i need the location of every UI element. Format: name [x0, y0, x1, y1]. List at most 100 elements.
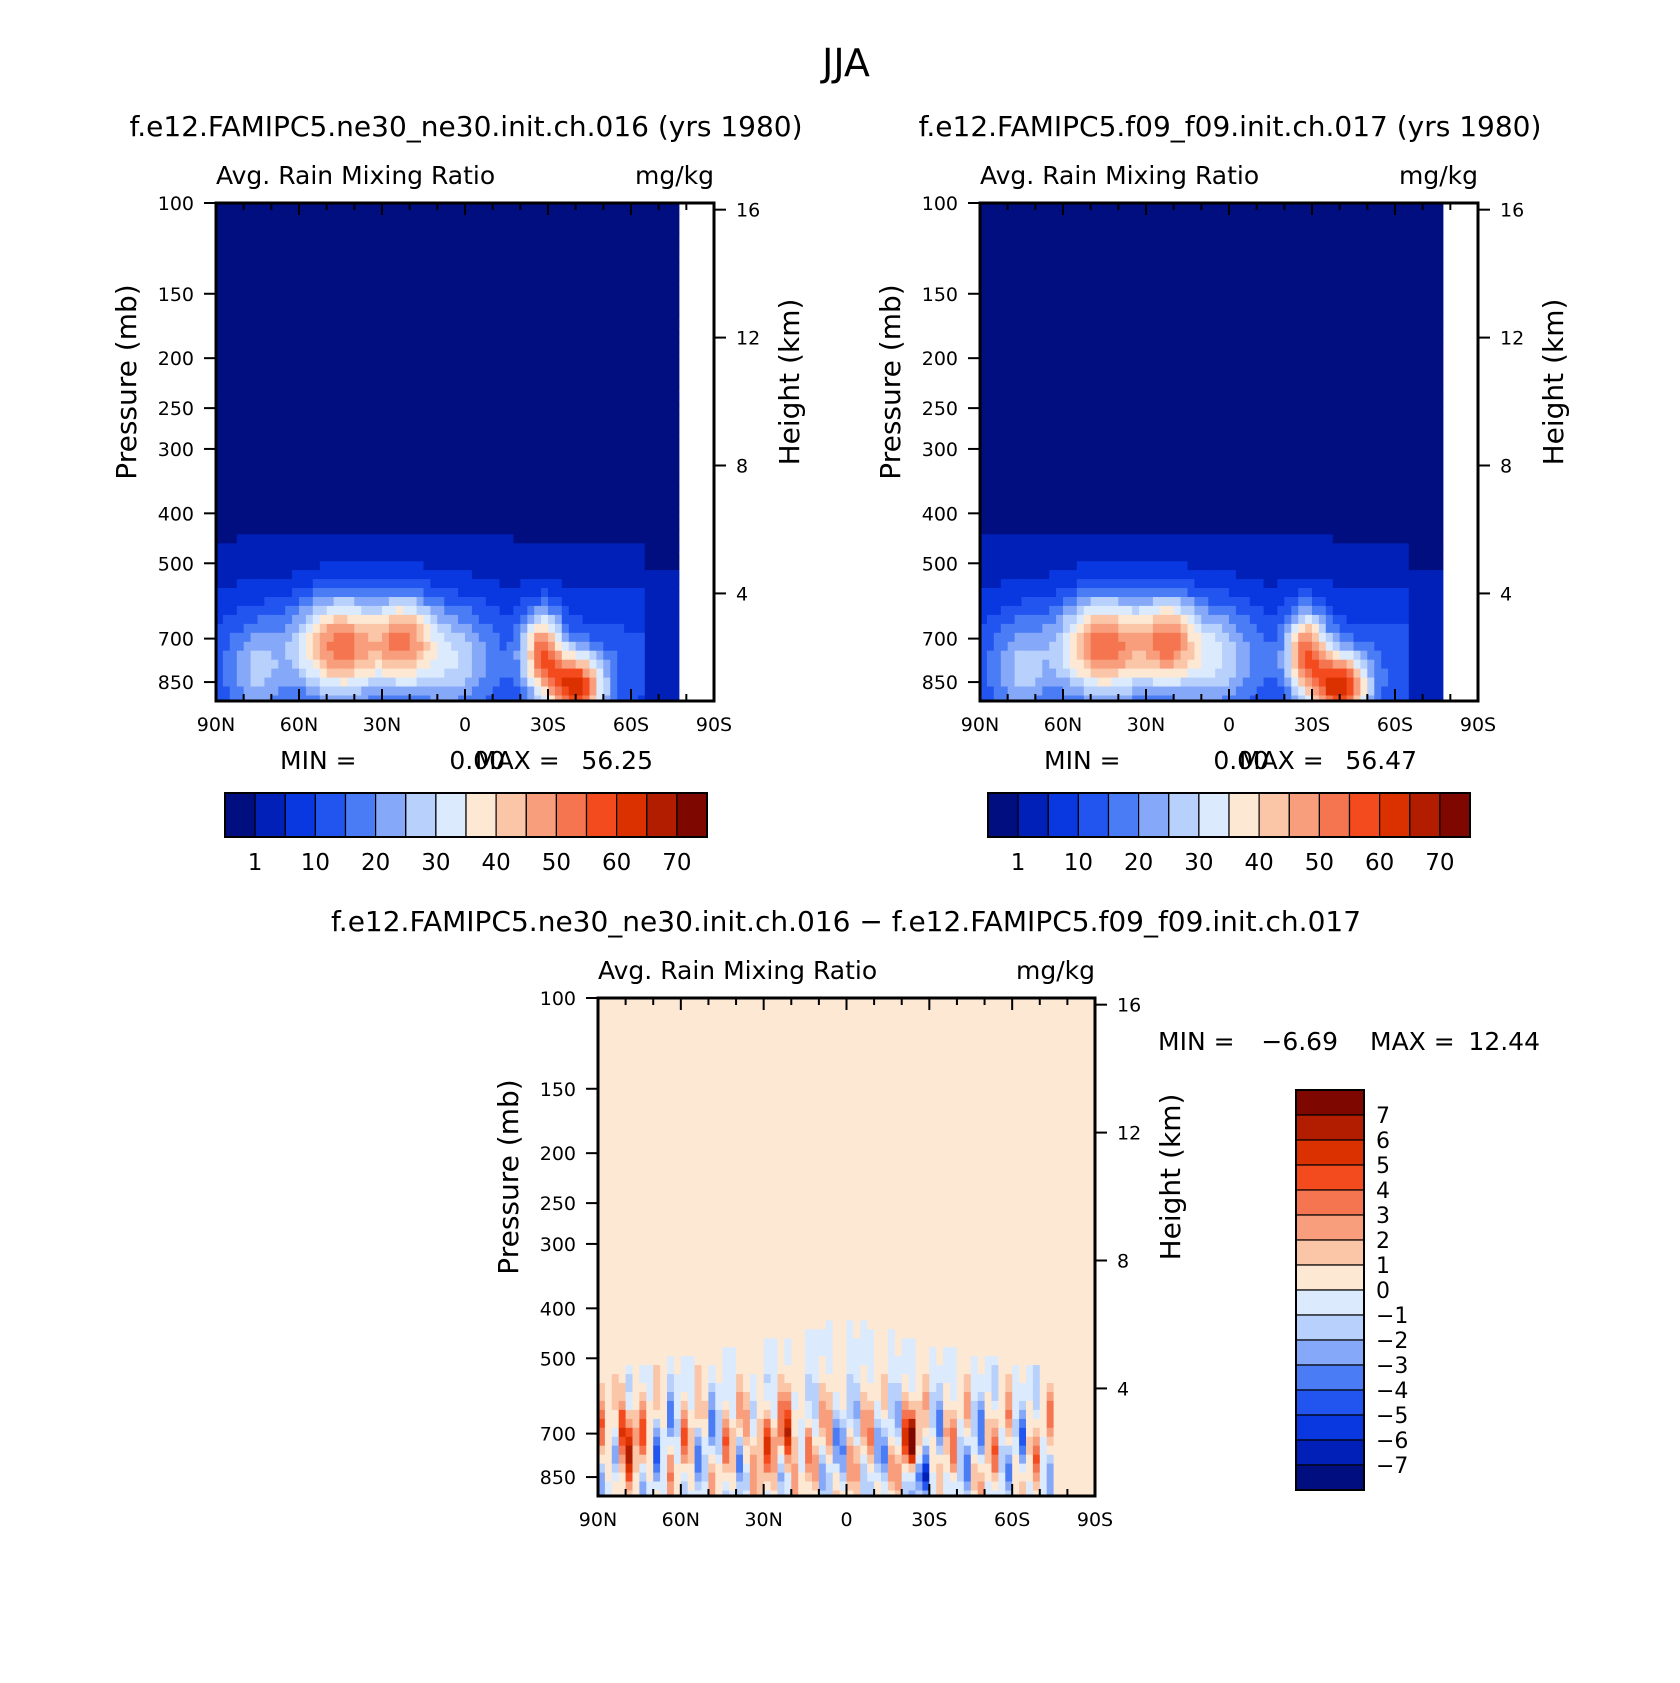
heatmap-cell: [333, 453, 342, 464]
heatmap-cell: [478, 498, 487, 509]
heatmap-cell: [561, 310, 570, 321]
heatmap-cell: [229, 319, 238, 329]
heatmap-cell: [347, 471, 355, 482]
heatmap-cell: [382, 534, 390, 544]
heatmap-cell: [665, 561, 674, 571]
heatmap-cell: [451, 417, 459, 428]
heatmap-cell: [395, 247, 404, 258]
heatmap-cell: [513, 561, 521, 571]
heatmap-cell: [672, 391, 680, 401]
heatmap-cell: [229, 229, 238, 240]
heatmap-cell: [305, 588, 314, 598]
heatmap-cell: [492, 480, 501, 491]
heatmap-cell: [1076, 489, 1085, 500]
heatmap-cell: [679, 686, 687, 697]
heatmap-cell: [554, 408, 563, 419]
heatmap-cell: [326, 238, 335, 249]
heatmap-cell: [707, 364, 715, 374]
heatmap-cell: [617, 668, 625, 679]
heatmap-cell: [1007, 543, 1016, 553]
heatmap-cell: [333, 247, 342, 258]
heatmap-cell: [451, 516, 459, 526]
heatmap-cell: [637, 579, 646, 589]
heatmap-cell: [444, 373, 452, 383]
heatmap-cell: [361, 641, 369, 652]
heatmap-cell: [485, 417, 494, 428]
heatmap-cell: [333, 400, 342, 410]
heatmap-cell: [471, 229, 480, 240]
heatmap-cell: [541, 346, 549, 356]
heatmap-cell: [568, 238, 577, 249]
heatmap-cell: [416, 274, 425, 285]
heatmap-cell: [368, 543, 376, 553]
heatmap-cell: [561, 471, 570, 482]
heatmap-cell: [326, 391, 335, 401]
heatmap-cell: [1042, 498, 1050, 509]
heatmap-cell: [693, 346, 701, 356]
heatmap-cell: [485, 632, 494, 643]
heatmap-cell: [395, 552, 404, 562]
heatmap-cell: [980, 579, 988, 589]
heatmap-cell: [700, 561, 708, 571]
heatmap-cell: [1007, 659, 1016, 670]
heatmap-cell: [651, 310, 660, 321]
heatmap-cell: [437, 561, 445, 571]
heatmap-cell: [278, 408, 286, 419]
heatmap-cell: [1076, 686, 1085, 697]
heatmap-cell: [617, 498, 625, 509]
heatmap-cell: [700, 597, 708, 607]
heatmap-cell: [637, 659, 646, 670]
heatmap-cell: [423, 212, 431, 222]
heatmap-cell: [617, 623, 625, 634]
heatmap-cell: [596, 659, 604, 670]
heatmap-cell: [375, 695, 383, 702]
heatmap-cell: [1007, 641, 1016, 652]
heatmap-cell: [603, 570, 611, 580]
heatmap-cell: [582, 373, 591, 383]
heatmap-cell: [658, 417, 667, 428]
heatmap-cell: [534, 623, 542, 634]
heatmap-cell: [1063, 212, 1071, 222]
heatmap-cell: [1014, 301, 1023, 312]
heatmap-cell: [651, 292, 660, 303]
heatmap-cell: [312, 498, 321, 509]
heatmap-cell: [478, 247, 487, 258]
heatmap-cell: [292, 614, 300, 625]
heatmap-cell: [471, 337, 480, 347]
heatmap-cell: [986, 498, 995, 509]
heatmap-cell: [1007, 373, 1016, 383]
heatmap-cell: [665, 292, 674, 303]
heatmap-cell: [603, 435, 611, 446]
heatmap-cell: [216, 301, 224, 312]
heatmap-cell: [409, 355, 418, 365]
heatmap-cell: [679, 471, 687, 482]
heatmap-cell: [1076, 632, 1085, 643]
heatmap-cell: [388, 659, 397, 670]
heatmap-cell: [610, 417, 618, 428]
heatmap-cell: [229, 641, 238, 652]
heatmap-cell: [340, 292, 348, 303]
heatmap-cell: [693, 561, 701, 571]
heatmap-cell: [471, 203, 480, 213]
heatmap-cell: [257, 695, 265, 702]
heatmap-cell: [492, 453, 501, 464]
heatmap-cell: [451, 597, 459, 607]
heatmap-cell: [596, 489, 604, 500]
heatmap-cell: [299, 507, 307, 517]
heatmap-cell: [299, 400, 307, 410]
heatmap-cell: [679, 543, 687, 553]
heatmap-cell: [707, 265, 715, 276]
heatmap-cell: [326, 310, 335, 321]
heatmap-cell: [471, 686, 480, 697]
heatmap-cell: [679, 525, 687, 535]
heatmap-cell: [1035, 274, 1043, 285]
heatmap-cell: [527, 426, 535, 437]
heatmap-cell: [478, 301, 487, 312]
heatmap-cell: [534, 498, 542, 509]
heatmap-cell: [471, 212, 480, 222]
heatmap-cell: [993, 525, 1002, 535]
heatmap-cell: [257, 686, 265, 697]
heatmap-cell: [278, 516, 286, 526]
heatmap-cell: [1076, 605, 1085, 616]
heatmap-cell: [416, 310, 425, 321]
